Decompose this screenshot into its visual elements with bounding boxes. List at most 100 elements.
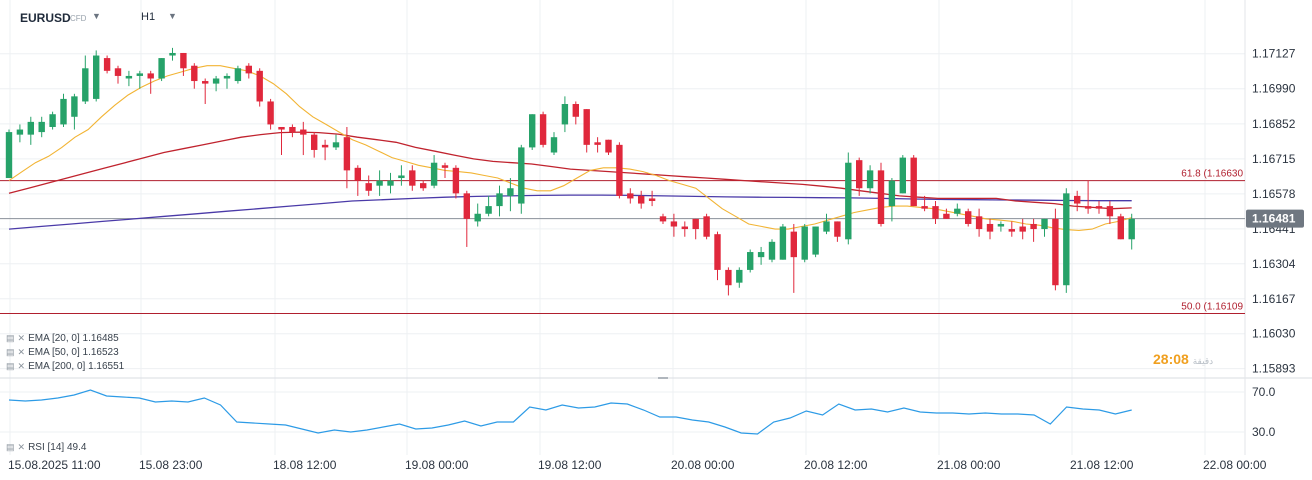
- candle-bearish[interactable]: [1052, 218, 1059, 286]
- candle-bearish[interactable]: [627, 193, 634, 199]
- candle-bearish[interactable]: [670, 221, 678, 227]
- candle-bullish[interactable]: [529, 114, 536, 148]
- candle-bullish[interactable]: [823, 221, 830, 232]
- candle-bullish[interactable]: [954, 208, 961, 214]
- candle-bearish[interactable]: [1030, 223, 1037, 230]
- candle-bullish[interactable]: [474, 213, 481, 222]
- candle-bearish[interactable]: [834, 221, 841, 237]
- candle-bullish[interactable]: [997, 223, 1005, 227]
- candle-bullish[interactable]: [136, 73, 143, 76]
- candle-bullish[interactable]: [561, 104, 569, 125]
- candle-bearish[interactable]: [975, 216, 983, 230]
- candle-bearish[interactable]: [463, 193, 470, 219]
- candle-bearish[interactable]: [180, 52, 187, 69]
- candle-bullish[interactable]: [812, 226, 819, 255]
- candle-bullish[interactable]: [398, 175, 405, 179]
- candle-bearish[interactable]: [114, 68, 122, 76]
- candle-bullish[interactable]: [430, 162, 438, 186]
- candle-bearish[interactable]: [659, 216, 667, 222]
- candle-bullish[interactable]: [71, 96, 78, 117]
- candle-bullish[interactable]: [38, 121, 45, 133]
- candle-bearish[interactable]: [943, 213, 950, 219]
- indicator-settings-icon[interactable]: ▤: [6, 333, 15, 343]
- candle-bullish[interactable]: [60, 98, 67, 125]
- candle-bearish[interactable]: [300, 129, 307, 135]
- symbol-dropdown-icon[interactable]: ▼: [92, 11, 101, 21]
- candle-bearish[interactable]: [321, 144, 329, 148]
- candle-bullish[interactable]: [757, 252, 765, 258]
- candle-bullish[interactable]: [125, 75, 133, 79]
- candle-bullish[interactable]: [234, 68, 242, 82]
- candle-bullish[interactable]: [82, 68, 89, 102]
- candle-bearish[interactable]: [681, 226, 688, 230]
- candle-bearish[interactable]: [594, 142, 601, 145]
- candle-bullish[interactable]: [1128, 218, 1135, 240]
- candle-bullish[interactable]: [485, 206, 492, 214]
- candle-bearish[interactable]: [147, 73, 154, 79]
- timeframe-selector[interactable]: H1: [141, 11, 156, 23]
- candle-bearish[interactable]: [583, 109, 590, 145]
- candle-bullish[interactable]: [866, 170, 874, 189]
- candle-bullish[interactable]: [1041, 218, 1048, 230]
- candle-bullish[interactable]: [332, 142, 340, 148]
- candle-bearish[interactable]: [1084, 206, 1092, 209]
- candle-bearish[interactable]: [103, 58, 111, 71]
- candle-bullish[interactable]: [223, 75, 231, 79]
- candle-bearish[interactable]: [877, 170, 885, 224]
- candle-bearish[interactable]: [202, 81, 209, 84]
- candle-bearish[interactable]: [856, 160, 863, 189]
- candle-bearish[interactable]: [256, 70, 263, 102]
- candle-bearish[interactable]: [605, 139, 612, 153]
- candle-bearish[interactable]: [932, 206, 939, 219]
- candle-bearish[interactable]: [1106, 206, 1114, 217]
- candle-bearish[interactable]: [409, 170, 416, 186]
- candle-bearish[interactable]: [365, 183, 372, 191]
- candle-bearish[interactable]: [539, 114, 547, 145]
- candle-bearish[interactable]: [1095, 206, 1103, 209]
- indicator-close-icon[interactable]: ✕: [17, 347, 26, 357]
- candle-bearish[interactable]: [1117, 216, 1124, 240]
- candle-bearish[interactable]: [965, 211, 972, 224]
- candle-bearish[interactable]: [714, 234, 721, 270]
- candle-bullish[interactable]: [518, 147, 525, 204]
- candle-bearish[interactable]: [1008, 229, 1015, 232]
- candle-bearish[interactable]: [420, 183, 427, 189]
- candle-bullish[interactable]: [5, 132, 13, 179]
- candle-bearish[interactable]: [452, 167, 460, 194]
- indicator-close-icon[interactable]: ✕: [17, 442, 26, 452]
- candle-bullish[interactable]: [845, 162, 852, 240]
- candle-bullish[interactable]: [550, 137, 558, 153]
- candle-bullish[interactable]: [768, 241, 776, 260]
- candle-bullish[interactable]: [507, 188, 514, 196]
- candle-bearish[interactable]: [616, 144, 623, 196]
- candle-bullish[interactable]: [212, 78, 220, 84]
- indicator-settings-icon[interactable]: ▤: [6, 361, 15, 371]
- candle-bullish[interactable]: [747, 252, 754, 270]
- candle-bearish[interactable]: [703, 216, 710, 237]
- candle-bearish[interactable]: [245, 65, 252, 74]
- candle-bearish[interactable]: [343, 137, 351, 171]
- candle-bearish[interactable]: [278, 126, 285, 130]
- candle-bullish[interactable]: [1063, 193, 1070, 286]
- candle-bullish[interactable]: [779, 226, 787, 260]
- candle-bullish[interactable]: [801, 226, 808, 260]
- candle-bearish[interactable]: [441, 165, 449, 168]
- candle-bullish[interactable]: [169, 52, 176, 56]
- candle-bearish[interactable]: [692, 218, 699, 230]
- candle-bearish[interactable]: [725, 269, 732, 286]
- candle-bullish[interactable]: [496, 193, 503, 207]
- indicator-settings-icon[interactable]: ▤: [6, 347, 15, 357]
- candle-bearish[interactable]: [921, 206, 928, 209]
- candle-bearish[interactable]: [354, 167, 361, 181]
- candle-bearish[interactable]: [289, 126, 296, 133]
- candle-bullish[interactable]: [16, 129, 24, 135]
- candle-bullish[interactable]: [387, 180, 394, 186]
- candle-bullish[interactable]: [158, 58, 165, 79]
- candle-bullish[interactable]: [899, 157, 906, 194]
- candle-bullish[interactable]: [27, 121, 34, 135]
- candle-bearish[interactable]: [191, 65, 198, 82]
- candle-bearish[interactable]: [790, 231, 797, 258]
- candle-bearish[interactable]: [1074, 195, 1081, 204]
- candle-bullish[interactable]: [376, 180, 383, 186]
